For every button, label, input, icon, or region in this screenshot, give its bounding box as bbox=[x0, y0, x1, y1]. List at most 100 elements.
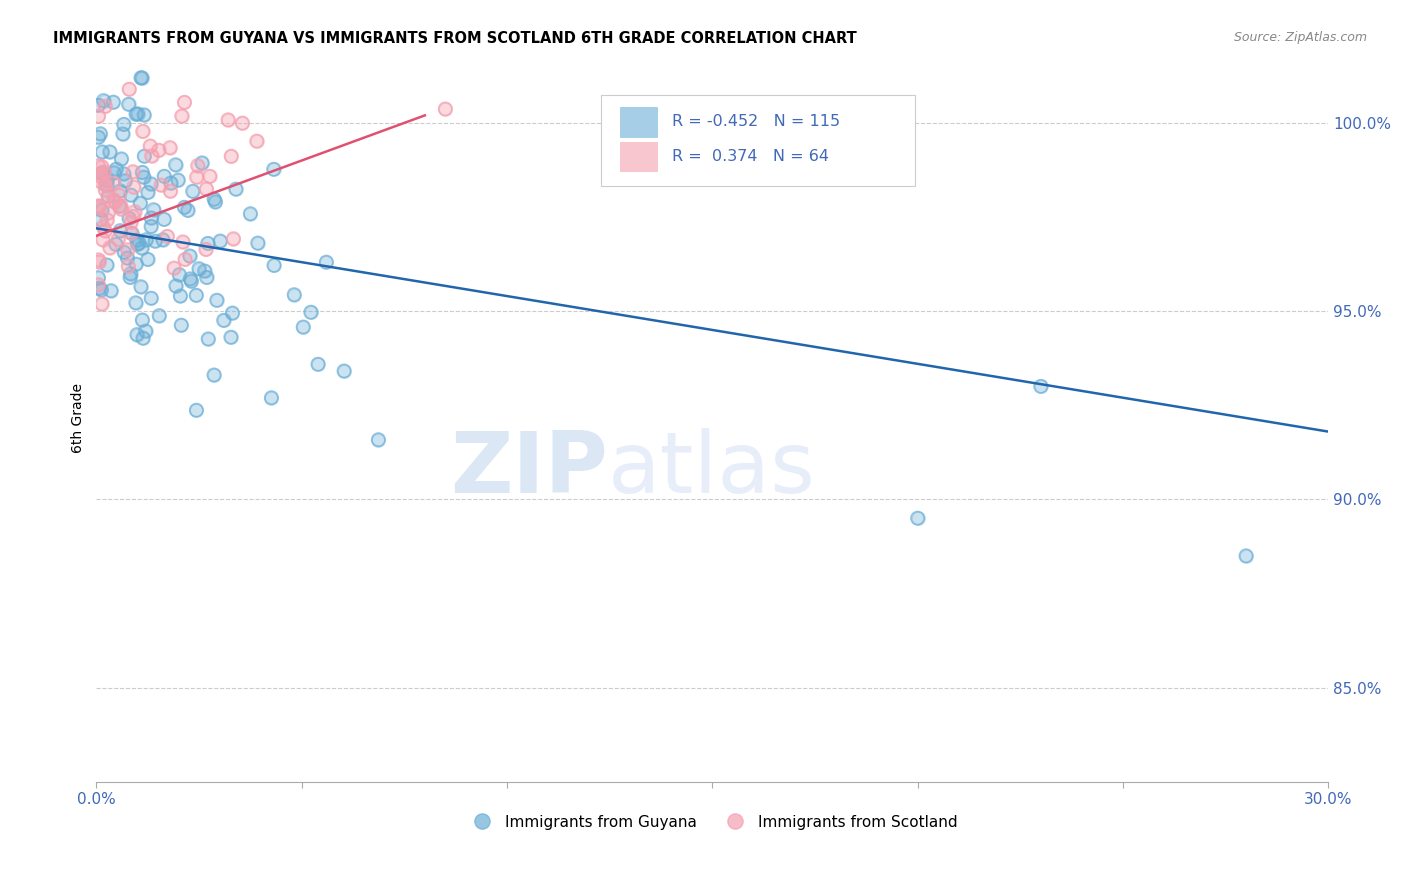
Point bbox=[114, 173, 136, 187]
Point bbox=[260, 391, 283, 405]
Point bbox=[165, 278, 187, 293]
Point bbox=[139, 139, 162, 153]
Point bbox=[141, 149, 163, 163]
Point bbox=[143, 234, 166, 248]
Point bbox=[165, 278, 187, 293]
Point bbox=[152, 233, 174, 247]
Point bbox=[141, 211, 163, 225]
Point bbox=[283, 287, 305, 301]
Point bbox=[225, 182, 247, 196]
Point bbox=[90, 283, 112, 297]
Point bbox=[87, 159, 110, 173]
Point bbox=[87, 252, 110, 267]
Point bbox=[142, 202, 165, 217]
Point bbox=[299, 305, 322, 319]
Legend: Immigrants from Guyana, Immigrants from Scotland: Immigrants from Guyana, Immigrants from … bbox=[461, 808, 963, 836]
Point bbox=[93, 94, 115, 108]
Point bbox=[131, 313, 153, 327]
Point bbox=[97, 189, 120, 203]
Point bbox=[125, 107, 148, 121]
Point bbox=[191, 156, 214, 170]
Point bbox=[187, 159, 209, 173]
Point bbox=[315, 255, 337, 269]
Point bbox=[173, 95, 195, 110]
Point bbox=[121, 227, 143, 241]
Point bbox=[94, 183, 117, 197]
Point bbox=[1234, 549, 1257, 563]
Point bbox=[231, 116, 253, 130]
Point bbox=[104, 237, 127, 252]
Point bbox=[103, 176, 125, 190]
Point bbox=[96, 258, 118, 272]
Point bbox=[170, 318, 193, 333]
Point bbox=[159, 140, 181, 154]
Point bbox=[94, 183, 117, 197]
Point bbox=[112, 167, 135, 181]
Point bbox=[181, 184, 204, 198]
Point bbox=[212, 313, 235, 327]
Point bbox=[132, 108, 155, 122]
Point bbox=[202, 368, 225, 382]
Point bbox=[134, 149, 156, 163]
Point bbox=[87, 270, 110, 285]
Point bbox=[134, 149, 156, 163]
Point bbox=[105, 162, 128, 177]
Point bbox=[186, 403, 208, 417]
Point bbox=[104, 237, 127, 252]
Point bbox=[127, 106, 149, 120]
Point bbox=[131, 165, 153, 179]
Point bbox=[1234, 549, 1257, 563]
Point bbox=[87, 109, 110, 123]
Point bbox=[117, 259, 139, 273]
Point bbox=[93, 165, 115, 179]
Point bbox=[907, 511, 929, 525]
Point bbox=[186, 170, 208, 185]
Point bbox=[94, 99, 117, 113]
Point bbox=[112, 245, 135, 260]
Point bbox=[90, 167, 112, 181]
Point bbox=[96, 258, 118, 272]
Point bbox=[110, 199, 132, 213]
Text: ZIP: ZIP bbox=[450, 428, 607, 511]
Point bbox=[97, 189, 120, 203]
Point bbox=[434, 102, 457, 116]
Point bbox=[98, 145, 121, 159]
Point bbox=[90, 167, 112, 181]
Point bbox=[90, 212, 112, 227]
Point bbox=[239, 207, 262, 221]
Point bbox=[127, 237, 149, 252]
Point bbox=[159, 140, 181, 154]
Point bbox=[260, 391, 283, 405]
Point bbox=[108, 199, 131, 213]
Point bbox=[1029, 379, 1052, 393]
Point bbox=[129, 196, 152, 211]
Point bbox=[152, 233, 174, 247]
Point bbox=[219, 149, 242, 163]
Point bbox=[263, 259, 285, 273]
Point bbox=[246, 236, 269, 251]
Point bbox=[156, 229, 179, 244]
Point bbox=[209, 234, 232, 248]
Point bbox=[153, 169, 176, 184]
Point bbox=[333, 364, 356, 378]
Text: R =  0.374   N = 64: R = 0.374 N = 64 bbox=[672, 149, 828, 164]
Point bbox=[110, 202, 132, 216]
Point bbox=[135, 233, 157, 247]
Point bbox=[97, 206, 120, 220]
Point bbox=[120, 215, 142, 229]
Point bbox=[104, 195, 127, 210]
Point bbox=[141, 211, 163, 225]
Point bbox=[179, 272, 201, 286]
Point bbox=[127, 237, 149, 252]
Point bbox=[103, 95, 125, 110]
Point bbox=[150, 178, 173, 192]
Point bbox=[122, 180, 145, 194]
Text: atlas: atlas bbox=[607, 428, 815, 511]
Text: IMMIGRANTS FROM GUYANA VS IMMIGRANTS FROM SCOTLAND 6TH GRADE CORRELATION CHART: IMMIGRANTS FROM GUYANA VS IMMIGRANTS FRO… bbox=[53, 31, 858, 46]
Point bbox=[90, 160, 112, 174]
Point bbox=[148, 309, 170, 323]
Point bbox=[204, 194, 226, 209]
Point bbox=[129, 70, 152, 85]
Point bbox=[90, 169, 112, 184]
Point bbox=[246, 134, 269, 148]
